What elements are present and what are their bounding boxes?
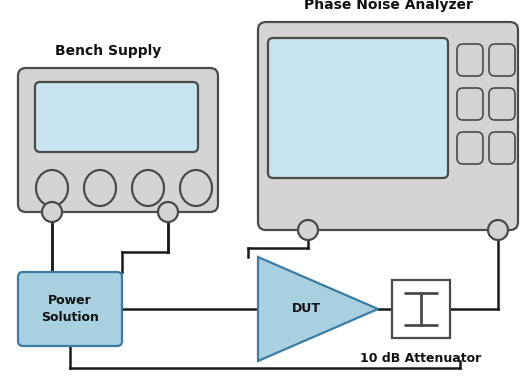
Ellipse shape [132,170,164,206]
Text: Bench Supply: Bench Supply [55,44,161,58]
Ellipse shape [488,220,508,240]
FancyBboxPatch shape [489,88,515,120]
FancyBboxPatch shape [457,132,483,164]
Bar [392,280,450,338]
FancyBboxPatch shape [18,68,218,212]
FancyBboxPatch shape [489,44,515,76]
Text: 10 dB Attenuator: 10 dB Attenuator [360,352,482,365]
Polygon shape [258,257,378,361]
Ellipse shape [84,170,116,206]
Ellipse shape [158,202,178,222]
FancyBboxPatch shape [457,44,483,76]
Ellipse shape [42,202,62,222]
Text: Power
Solution: Power Solution [41,294,99,324]
FancyBboxPatch shape [268,38,448,178]
FancyBboxPatch shape [258,22,518,230]
FancyBboxPatch shape [489,132,515,164]
Text: Phase Noise Analyzer: Phase Noise Analyzer [304,0,472,12]
Ellipse shape [180,170,212,206]
Ellipse shape [298,220,318,240]
FancyBboxPatch shape [18,272,122,346]
FancyBboxPatch shape [457,88,483,120]
FancyBboxPatch shape [35,82,198,152]
Text: DUT: DUT [291,303,320,315]
Ellipse shape [36,170,68,206]
